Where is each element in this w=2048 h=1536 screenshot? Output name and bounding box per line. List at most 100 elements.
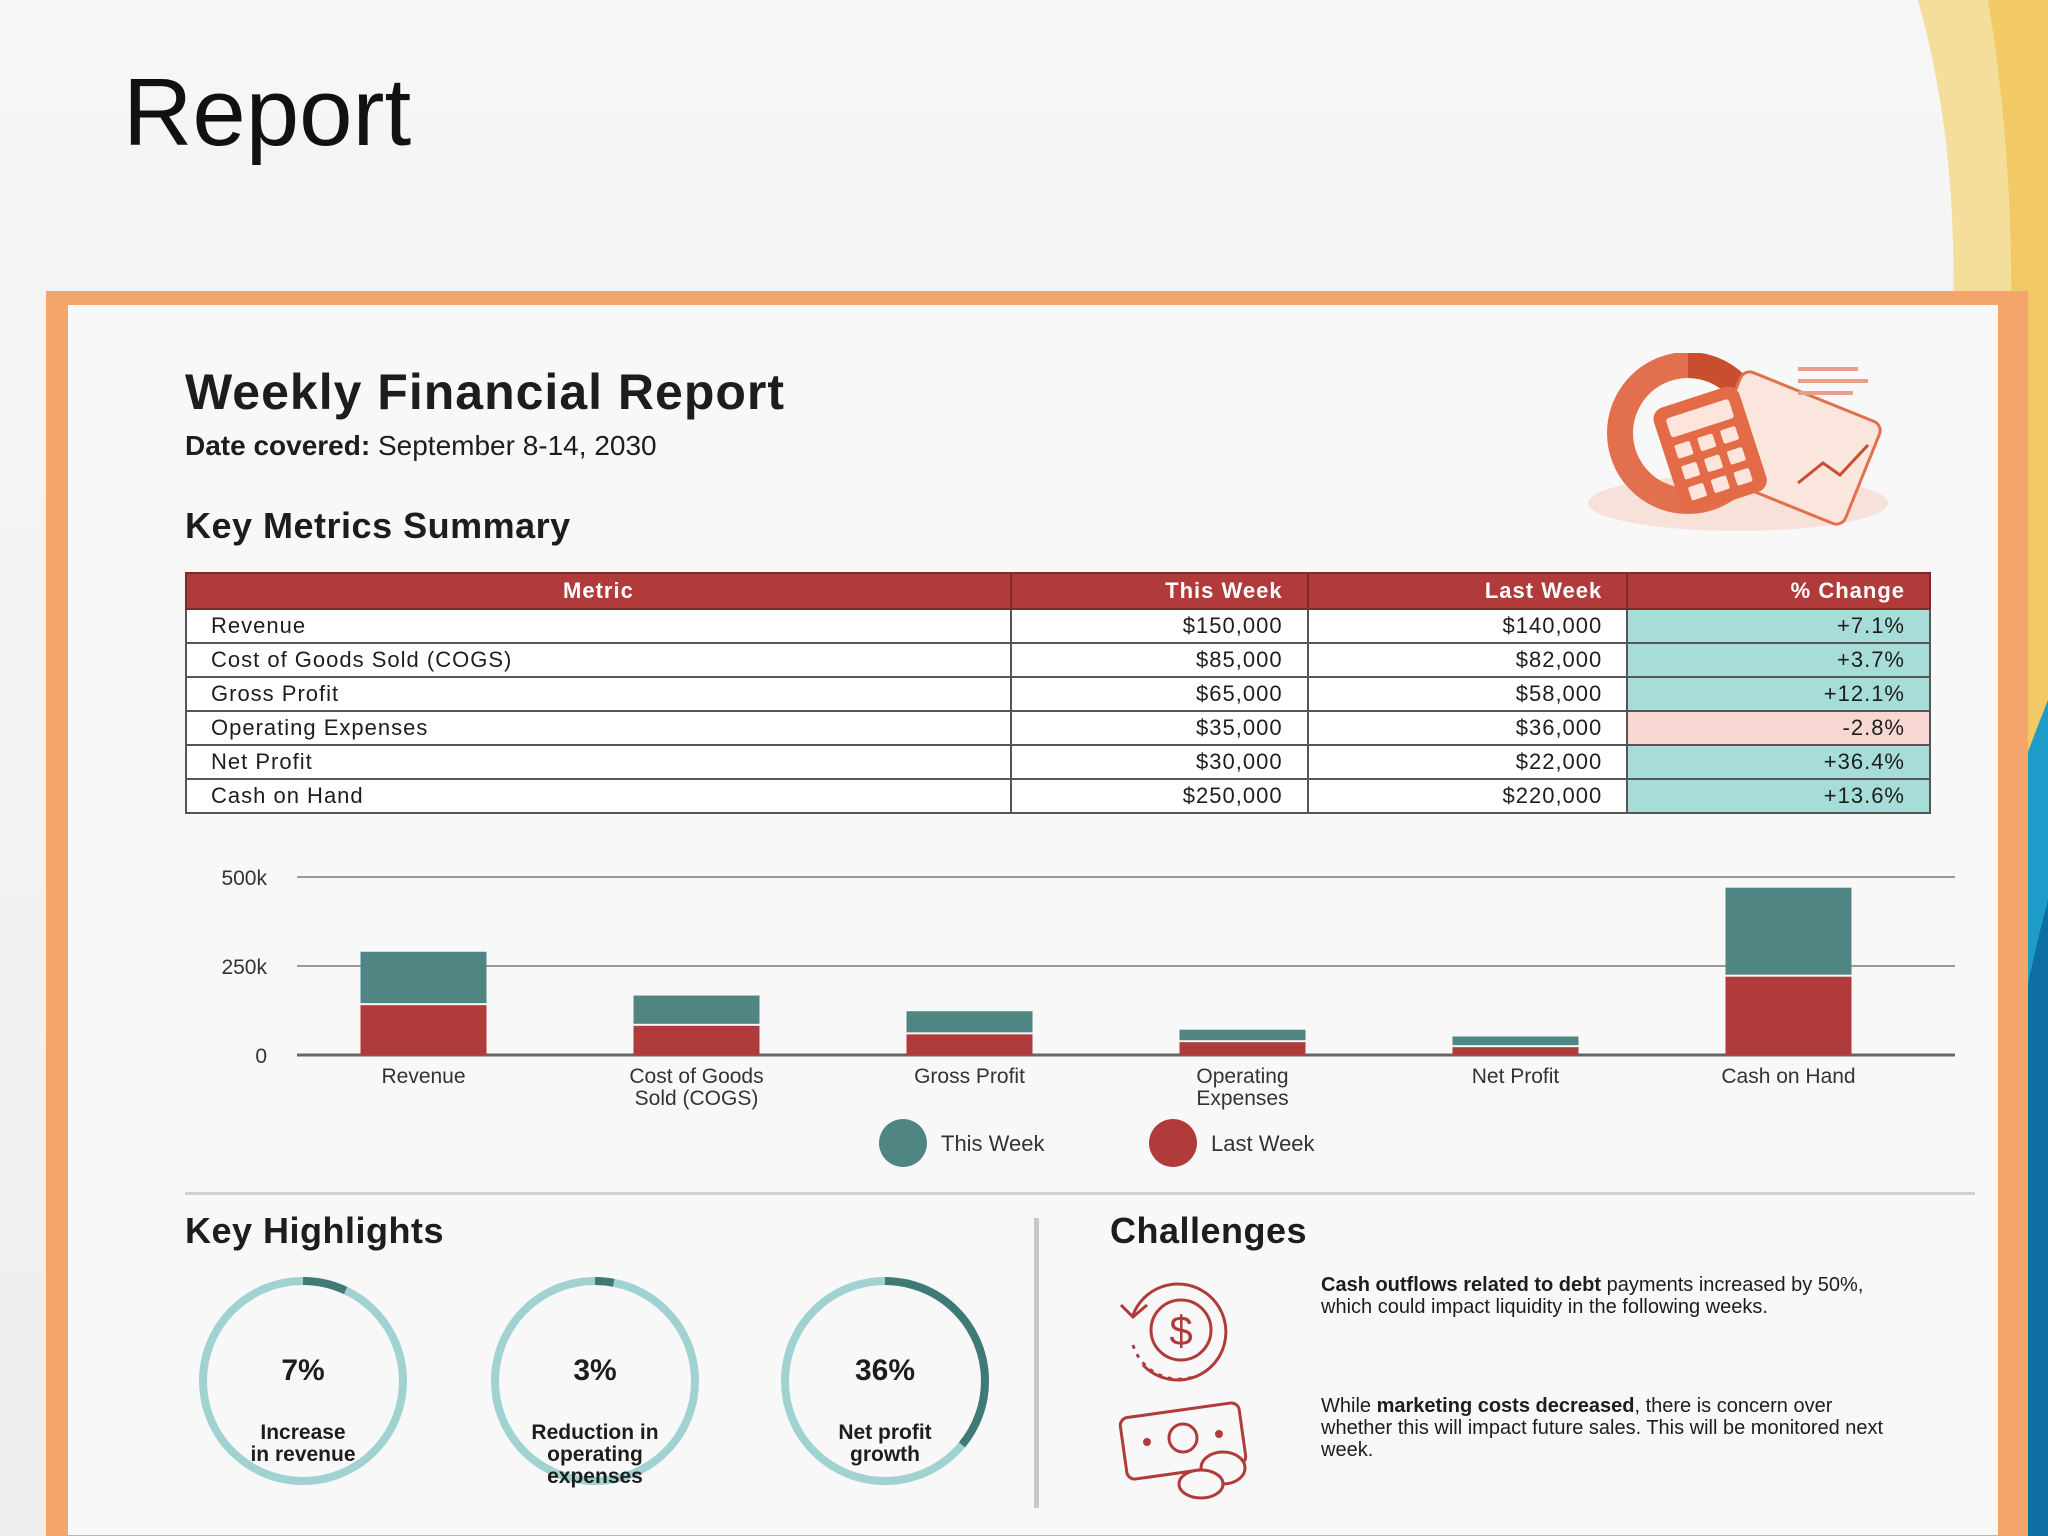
- cash-coins-icon: [1118, 1401, 1248, 1500]
- highlight-ring-net-profit: 36%: [776, 1272, 994, 1490]
- metric-name: Gross Profit: [185, 676, 1012, 712]
- last-week-value: $220,000: [1306, 778, 1629, 814]
- date-value: September 8-14, 2030: [377, 430, 657, 461]
- x-tick-label: Expenses: [1196, 1087, 1288, 1110]
- bar-this-week: [1725, 887, 1852, 975]
- section-divider: [185, 1192, 1975, 1195]
- highlight-caption: Reduction in operating expenses: [486, 1422, 704, 1488]
- metric-name: Revenue: [185, 608, 1012, 644]
- bar-last-week: [360, 1005, 487, 1055]
- finance-calculator-illustration: [1588, 353, 1888, 531]
- date-covered: Date covered: September 8-14, 2030: [185, 430, 657, 462]
- dollar-refresh-icon: $: [1119, 1282, 1228, 1382]
- report-frame: Weekly Financial Report Date covered: Se…: [46, 291, 2028, 1536]
- date-label: Date covered:: [185, 430, 371, 461]
- highlight-caption: Increase in revenue: [194, 1422, 412, 1466]
- x-tick-label: Revenue: [381, 1065, 465, 1088]
- highlight-ring-expenses: 3%: [486, 1272, 704, 1490]
- ring-chart: [199, 1277, 407, 1485]
- this-week-value: $35,000: [1009, 710, 1309, 746]
- x-tick-label: Cash on Hand: [1721, 1065, 1855, 1088]
- bar-last-week: [1725, 976, 1852, 1055]
- caption-line: Net profit: [838, 1421, 932, 1444]
- y-tick-label: 0: [255, 1045, 267, 1068]
- slide-title: Report: [123, 59, 412, 166]
- x-tick-label: Net Profit: [1472, 1065, 1560, 1088]
- caption-line: growth: [850, 1443, 920, 1466]
- highlight-value: 36%: [854, 1354, 916, 1387]
- challenge-text: payments increased by 50%, which could i…: [1321, 1274, 1864, 1318]
- caption-line: Increase: [260, 1421, 346, 1444]
- last-week-value: $58,000: [1306, 676, 1629, 712]
- ring-chart: [491, 1277, 699, 1485]
- bar-last-week: [1452, 1047, 1579, 1055]
- challenge-text: , there is concern over whether this wil…: [1321, 1395, 1884, 1461]
- column-header-this-week: This Week: [1009, 572, 1309, 610]
- this-week-value: $250,000: [1009, 778, 1309, 814]
- legend-label: Last Week: [1211, 1131, 1316, 1156]
- challenges-title: Challenges: [1110, 1210, 1308, 1251]
- highlight-ring-revenue: 7%: [194, 1272, 412, 1490]
- ring-progress: [491, 1277, 699, 1485]
- table-row: Cash on Hand $250,000 $220,000 +13.6%: [185, 778, 1931, 814]
- y-tick-label: 500k: [221, 867, 267, 890]
- challenge-item-marketing: While marketing costs decreased, there i…: [1321, 1395, 1891, 1461]
- highlight-value: 3%: [573, 1354, 617, 1387]
- percent-change-value: +36.4%: [1626, 744, 1931, 780]
- this-week-value: $85,000: [1009, 642, 1309, 678]
- caption-line: operating: [547, 1443, 643, 1466]
- bar-this-week: [360, 951, 487, 1004]
- highlight-value: 7%: [281, 1354, 325, 1387]
- caption-line: in revenue: [250, 1443, 356, 1466]
- legend-swatch: [1149, 1119, 1197, 1167]
- table-row: Cost of Goods Sold (COGS) $85,000 $82,00…: [185, 642, 1931, 678]
- percent-change-value: +3.7%: [1626, 642, 1931, 678]
- column-divider: [1034, 1218, 1039, 1508]
- ring-progress: [199, 1277, 407, 1485]
- percent-change-value: +12.1%: [1626, 676, 1931, 712]
- metric-name: Cost of Goods Sold (COGS): [185, 642, 1012, 678]
- svg-text:$: $: [1169, 1307, 1192, 1354]
- ring-progress: [781, 1277, 989, 1485]
- challenge-bold-text: Cash outflows related to debt: [1321, 1274, 1602, 1296]
- bar-last-week: [633, 1025, 760, 1055]
- y-tick-label: 250k: [221, 956, 267, 979]
- last-week-value: $22,000: [1306, 744, 1629, 780]
- highlights-title: Key Highlights: [185, 1210, 445, 1251]
- last-week-value: $140,000: [1306, 608, 1629, 644]
- this-week-value: $150,000: [1009, 608, 1309, 644]
- bar-this-week: [906, 1011, 1033, 1033]
- last-week-value: $36,000: [1306, 710, 1629, 746]
- table-header-row: Metric This Week Last Week % Change: [185, 572, 1931, 610]
- column-header-last-week: Last Week: [1306, 572, 1629, 610]
- bar-last-week: [906, 1034, 1033, 1055]
- challenge-bold-text: marketing costs decreased: [1376, 1395, 1635, 1417]
- percent-change-value: +7.1%: [1626, 608, 1931, 644]
- table-row: Gross Profit $65,000 $58,000 +12.1%: [185, 676, 1931, 712]
- table-row: Operating Expenses $35,000 $36,000 -2.8%: [185, 710, 1931, 746]
- last-week-value: $82,000: [1306, 642, 1629, 678]
- table-row: Net Profit $30,000 $22,000 +36.4%: [185, 744, 1931, 780]
- percent-change-value: -2.8%: [1626, 710, 1931, 746]
- legend-swatch: [879, 1119, 927, 1167]
- percent-change-value: +13.6%: [1626, 778, 1931, 814]
- this-week-value: $65,000: [1009, 676, 1309, 712]
- x-tick-label: Sold (COGS): [635, 1087, 759, 1110]
- bar-this-week: [1452, 1036, 1579, 1046]
- x-tick-label: Cost of Goods: [629, 1065, 763, 1088]
- metrics-section-title: Key Metrics Summary: [185, 505, 571, 546]
- metric-name: Cash on Hand: [185, 778, 1012, 814]
- ring-chart: [781, 1277, 989, 1485]
- legend-label: This Week: [941, 1131, 1046, 1156]
- this-week-value: $30,000: [1009, 744, 1309, 780]
- column-header-metric: Metric: [185, 572, 1012, 610]
- report-card: Weekly Financial Report Date covered: Se…: [68, 305, 1998, 1535]
- metrics-table: Metric This Week Last Week % Change Reve…: [185, 572, 1931, 814]
- metric-name: Operating Expenses: [185, 710, 1012, 746]
- caption-line: expenses: [547, 1465, 643, 1488]
- column-header-change: % Change: [1626, 572, 1931, 610]
- caption-line: Reduction in: [531, 1421, 659, 1444]
- report-title: Weekly Financial Report: [185, 364, 786, 420]
- x-tick-label: Gross Profit: [914, 1065, 1025, 1088]
